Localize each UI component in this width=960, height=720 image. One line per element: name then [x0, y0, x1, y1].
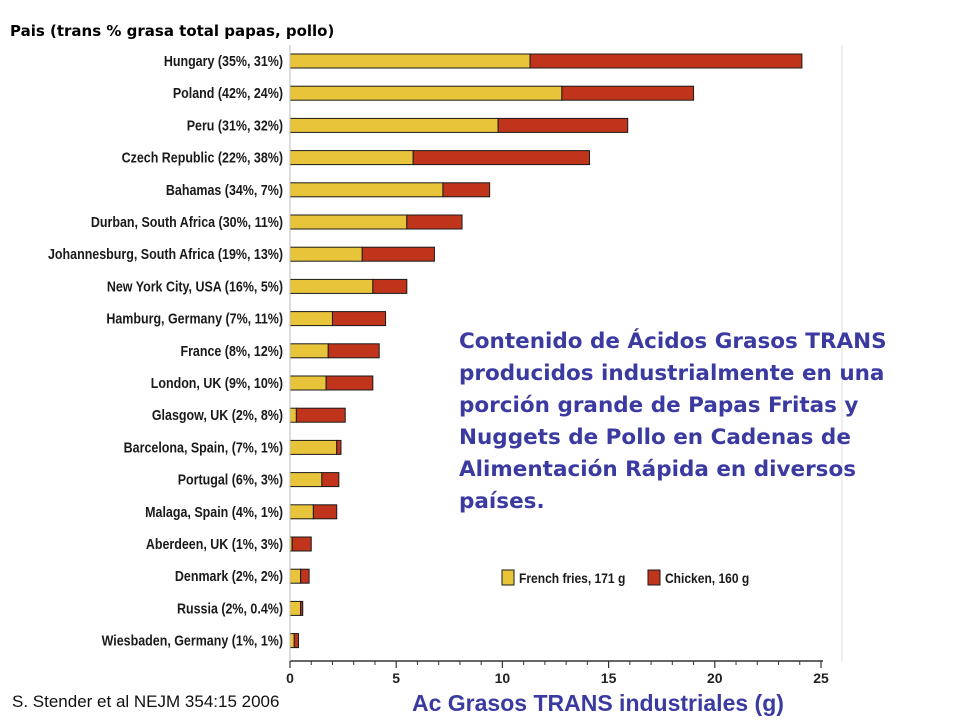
bar-french-fries — [289, 472, 323, 488]
bar-french-fries — [289, 150, 414, 166]
bar-french-fries — [289, 504, 314, 520]
bar-chicken — [300, 568, 310, 584]
legend-swatch-chicken — [647, 569, 661, 586]
bar-french-fries — [289, 439, 338, 455]
legend: French fries, 171 g Chicken, 160 g — [501, 569, 749, 586]
category-label: Russia (2%, 0.4%) — [177, 601, 283, 617]
bar-chicken — [321, 472, 340, 488]
category-label: Glasgow, UK (2%, 8%) — [152, 407, 283, 423]
category-label: Czech Republic (22%, 38%) — [122, 150, 283, 166]
bar-french-fries — [289, 85, 563, 101]
bar-french-fries — [289, 53, 531, 69]
chart-note: Contenido de Ácidos Grasos TRANS produci… — [459, 329, 887, 514]
x-tick-label: 0 — [286, 670, 294, 686]
legend-label-chicken: Chicken, 160 g — [665, 570, 749, 586]
bar-chicken — [406, 214, 463, 230]
category-labels: Hungary (35%, 31%) Poland (42%, 24%) Peru … — [48, 53, 283, 649]
bars — [289, 53, 803, 649]
bar-chicken — [300, 600, 304, 616]
category-label: London, UK (9%, 10%) — [151, 375, 283, 391]
bar-chicken — [361, 246, 435, 262]
category-label: Hungary (35%, 31%) — [164, 53, 283, 69]
bar-chicken — [291, 536, 312, 552]
x-tick-label: 20 — [707, 670, 723, 686]
category-label: Barcelona, Spain, (7%, 1%) — [124, 440, 283, 456]
bar-chicken — [295, 407, 346, 423]
bar-french-fries — [289, 214, 408, 230]
category-label: New York City, USA (16%, 5%) — [107, 279, 283, 295]
x-axis: 0 5 10 15 20 25 — [286, 45, 843, 686]
bar-chicken — [442, 182, 491, 198]
category-label: Wiesbaden, Germany (1%, 1%) — [102, 633, 283, 649]
bar-french-fries — [289, 407, 297, 423]
category-label: Denmark (2%, 2%) — [175, 568, 283, 584]
category-label: Aberdeen, UK (1%, 3%) — [146, 536, 283, 552]
legend-label-french-fries: French fries, 171 g — [519, 570, 625, 586]
bar-french-fries — [289, 117, 499, 133]
bar-chicken — [529, 53, 803, 69]
x-tick-label: 15 — [601, 670, 617, 686]
bar-french-fries — [289, 375, 327, 391]
bar-chicken — [336, 439, 342, 455]
bar-chicken — [497, 117, 629, 133]
country-axis-label: Pais (trans % grasa total papas, pollo) — [10, 22, 335, 40]
x-tick-label: 25 — [813, 670, 829, 686]
bar-french-fries — [289, 246, 363, 262]
bar-chicken — [325, 375, 374, 391]
x-tick-label: 10 — [495, 670, 511, 686]
bar-french-fries — [289, 568, 302, 584]
bar-french-fries — [289, 278, 374, 294]
bar-chicken — [327, 343, 380, 359]
bar-french-fries — [289, 311, 333, 327]
bar-french-fries — [289, 343, 329, 359]
x-tick-label: 5 — [392, 670, 400, 686]
category-label: Hamburg, Germany (7%, 11%) — [106, 311, 283, 327]
bar-chicken — [331, 311, 387, 327]
x-axis-title: Ac Grasos TRANS industriales (g) — [412, 690, 784, 716]
bar-chicken — [561, 85, 695, 101]
category-label: Poland (42%, 24%) — [173, 85, 283, 101]
bar-chicken — [412, 150, 590, 166]
bar-chicken — [293, 633, 299, 649]
category-label: Malaga, Spain (4%, 1%) — [145, 504, 283, 520]
bar-chicken — [312, 504, 338, 520]
bar-french-fries — [289, 182, 444, 198]
category-label: France (8%, 12%) — [180, 343, 283, 359]
legend-swatch-french-fries — [501, 569, 515, 586]
bar-french-fries — [289, 633, 295, 649]
category-label: Johannesburg, South Africa (19%, 13%) — [48, 246, 283, 262]
bar-chicken — [372, 278, 408, 294]
category-label: Peru (31%, 32%) — [187, 118, 283, 134]
citation: S. Stender et al NEJM 354:15 2006 — [12, 692, 280, 711]
category-label: Portugal (6%, 3%) — [178, 472, 283, 488]
bar-french-fries — [289, 600, 302, 616]
category-label: Durban, South Africa (30%, 11%) — [91, 214, 283, 230]
category-label: Bahamas (34%, 7%) — [166, 182, 283, 198]
